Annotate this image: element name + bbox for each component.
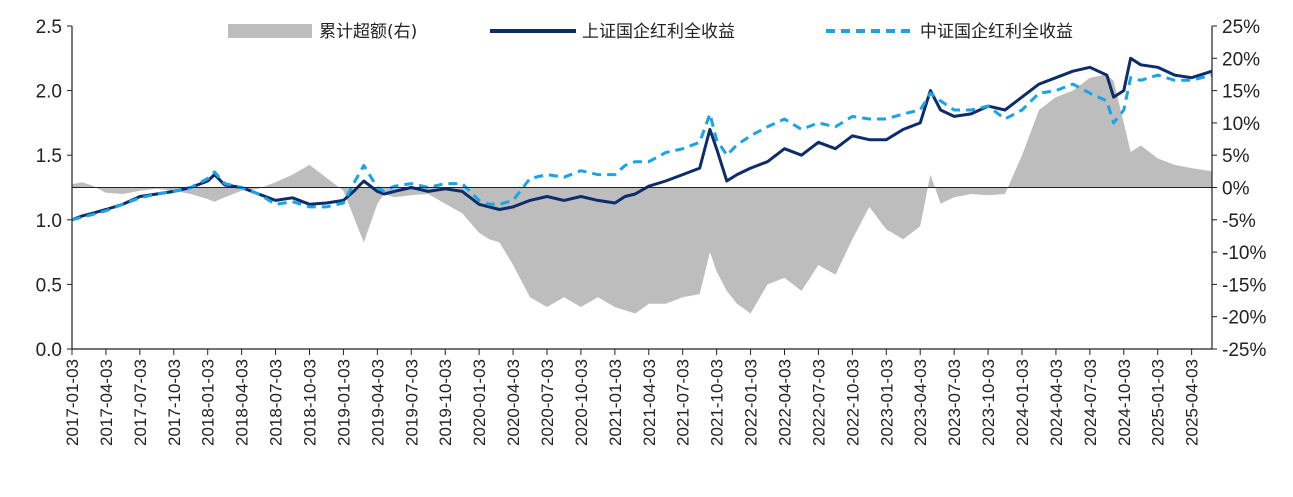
right-tick-label: 20% [1222, 49, 1260, 70]
right-tick-label: 5% [1222, 146, 1250, 167]
legend: 累计超额(右) 上证国企红利全收益 中证国企红利全收益 [228, 22, 1073, 42]
x-tick-label: 2021-04-03 [640, 359, 659, 446]
x-tick-label: 2023-07-03 [945, 359, 964, 446]
right-tick-label: 10% [1222, 114, 1260, 135]
x-tick-label: 2020-01-03 [470, 359, 489, 446]
legend-area-swatch [228, 24, 312, 38]
left-tick-label: 1.5 [36, 146, 62, 167]
right-tick-label: 25% [1222, 17, 1260, 38]
left-tick-label: 0.0 [36, 340, 62, 361]
x-tick-label: 2024-10-03 [1115, 359, 1134, 446]
x-tick-label: 2024-01-03 [1013, 359, 1032, 446]
series-line-csi-soe-dividend [71, 73, 1213, 222]
x-tick-label: 2019-07-03 [402, 359, 421, 446]
left-tick-label: 1.0 [36, 211, 62, 232]
x-tick-label: 2017-04-03 [97, 359, 116, 446]
x-tick-label: 2023-10-03 [979, 359, 998, 446]
x-tick-label: 2018-01-03 [199, 359, 218, 446]
x-tick-label: 2023-04-03 [911, 359, 930, 446]
x-tick-label: 2020-04-03 [504, 359, 523, 446]
axes-group: 0.0 0.5 1.0 1.5 2.0 2.5 25% 20% 15% 10% 5% 0% -5% -10… [36, 17, 1267, 446]
series-lines-group [71, 56, 1213, 222]
x-tick-label: 2021-10-03 [708, 359, 727, 446]
x-tick-label: 2018-07-03 [267, 359, 286, 446]
right-tick-label: 0% [1222, 179, 1250, 200]
excess-return-area [72, 74, 1212, 314]
legend-area-label: 累计超额(右) [319, 22, 417, 42]
right-tick-label: -20% [1222, 308, 1266, 329]
x-tick-label: 2024-07-03 [1081, 359, 1100, 446]
right-tick-label: 15% [1222, 82, 1260, 103]
excess-return-area-group [72, 74, 1212, 314]
x-tick-label: 2022-04-03 [776, 359, 795, 446]
x-tick-label: 2017-01-03 [63, 359, 82, 446]
x-tick-label: 2025-01-03 [1149, 359, 1168, 446]
x-tick-label: 2017-07-03 [131, 359, 150, 446]
x-tick-label: 2020-07-03 [538, 359, 557, 446]
x-tick-label: 2020-10-03 [572, 359, 591, 446]
right-tick-label: -15% [1222, 275, 1266, 296]
x-tick-label: 2024-04-03 [1047, 359, 1066, 446]
x-tick-label: 2019-04-03 [368, 359, 387, 446]
left-tick-label: 2.0 [36, 82, 62, 103]
x-tick-label: 2019-10-03 [436, 359, 455, 446]
x-tick-label: 2022-10-03 [843, 359, 862, 446]
x-tick-label: 2018-04-03 [233, 359, 252, 446]
x-tick-label: 2018-10-03 [301, 359, 320, 446]
x-tick-label: 2017-10-03 [165, 359, 184, 446]
left-tick-label: 2.5 [36, 17, 62, 38]
legend-line1-label: 上证国企红利全收益 [582, 22, 735, 42]
right-tick-label: -5% [1222, 211, 1256, 232]
x-tick-label: 2022-07-03 [809, 359, 828, 446]
x-tick-label: 2025-04-03 [1183, 359, 1202, 446]
x-tick-label: 2019-01-03 [334, 359, 353, 446]
right-tick-label: -10% [1222, 243, 1266, 264]
right-tick-label: -25% [1222, 340, 1266, 361]
x-tick-label: 2021-07-03 [674, 359, 693, 446]
x-tick-label: 2021-01-03 [606, 359, 625, 446]
legend-line2-label: 中证国企红利全收益 [920, 22, 1073, 42]
x-tick-label: 2022-01-03 [742, 359, 761, 446]
left-tick-label: 0.5 [36, 275, 62, 296]
x-tick-label: 2023-01-03 [877, 359, 896, 446]
